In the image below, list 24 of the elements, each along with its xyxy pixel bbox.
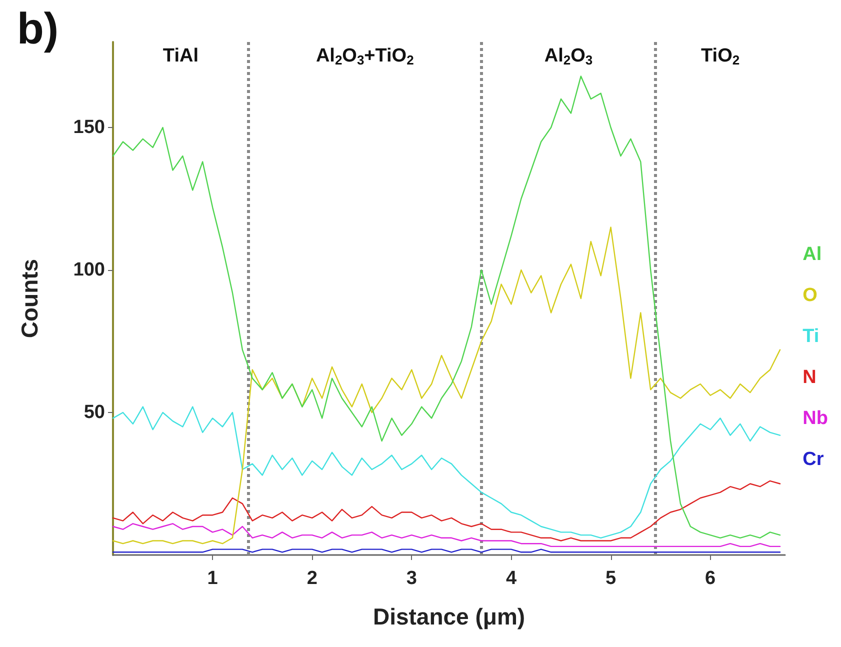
text: Ti — [802, 326, 820, 347]
line-series — [112, 226, 781, 544]
text: Nb — [802, 408, 828, 429]
x-axis-title: Distance (μm) — [372, 604, 526, 630]
y-tick-label: 150 — [73, 117, 105, 138]
y-tick-label: 100 — [73, 260, 105, 280]
annotation: TiAl — [162, 46, 198, 66]
line-series — [112, 76, 781, 538]
text: N — [802, 367, 816, 388]
y-tick-label: 50 — [84, 402, 105, 423]
text: Al — [802, 244, 822, 265]
x-tick-label: 3 — [406, 568, 417, 589]
x-tick-label: 5 — [605, 568, 616, 589]
line-series — [112, 523, 781, 548]
line-series — [112, 406, 781, 538]
x-tick-label: 2 — [306, 568, 318, 589]
x-tick-label: 4 — [506, 568, 517, 589]
text: O — [802, 285, 818, 306]
chart-title: b) — [17, 4, 59, 54]
text: Cr — [802, 449, 824, 470]
line-series — [112, 480, 781, 542]
x-tick-label: 1 — [207, 568, 218, 589]
x-tick-label: 6 — [705, 568, 716, 589]
y-axis-title: Counts — [16, 258, 42, 338]
